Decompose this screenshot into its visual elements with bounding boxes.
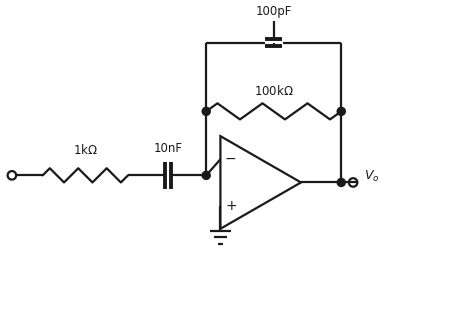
Text: 1k$\Omega$: 1k$\Omega$ (73, 143, 98, 157)
Text: $V_o$: $V_o$ (364, 169, 379, 184)
Circle shape (202, 171, 210, 180)
Circle shape (337, 107, 345, 115)
Text: 100k$\Omega$: 100k$\Omega$ (254, 84, 294, 98)
Circle shape (202, 107, 210, 115)
Text: 100pF: 100pF (255, 5, 292, 18)
Text: −: − (225, 152, 237, 166)
Text: +: + (225, 198, 237, 213)
Text: 10nF: 10nF (154, 143, 183, 155)
Circle shape (337, 179, 345, 186)
